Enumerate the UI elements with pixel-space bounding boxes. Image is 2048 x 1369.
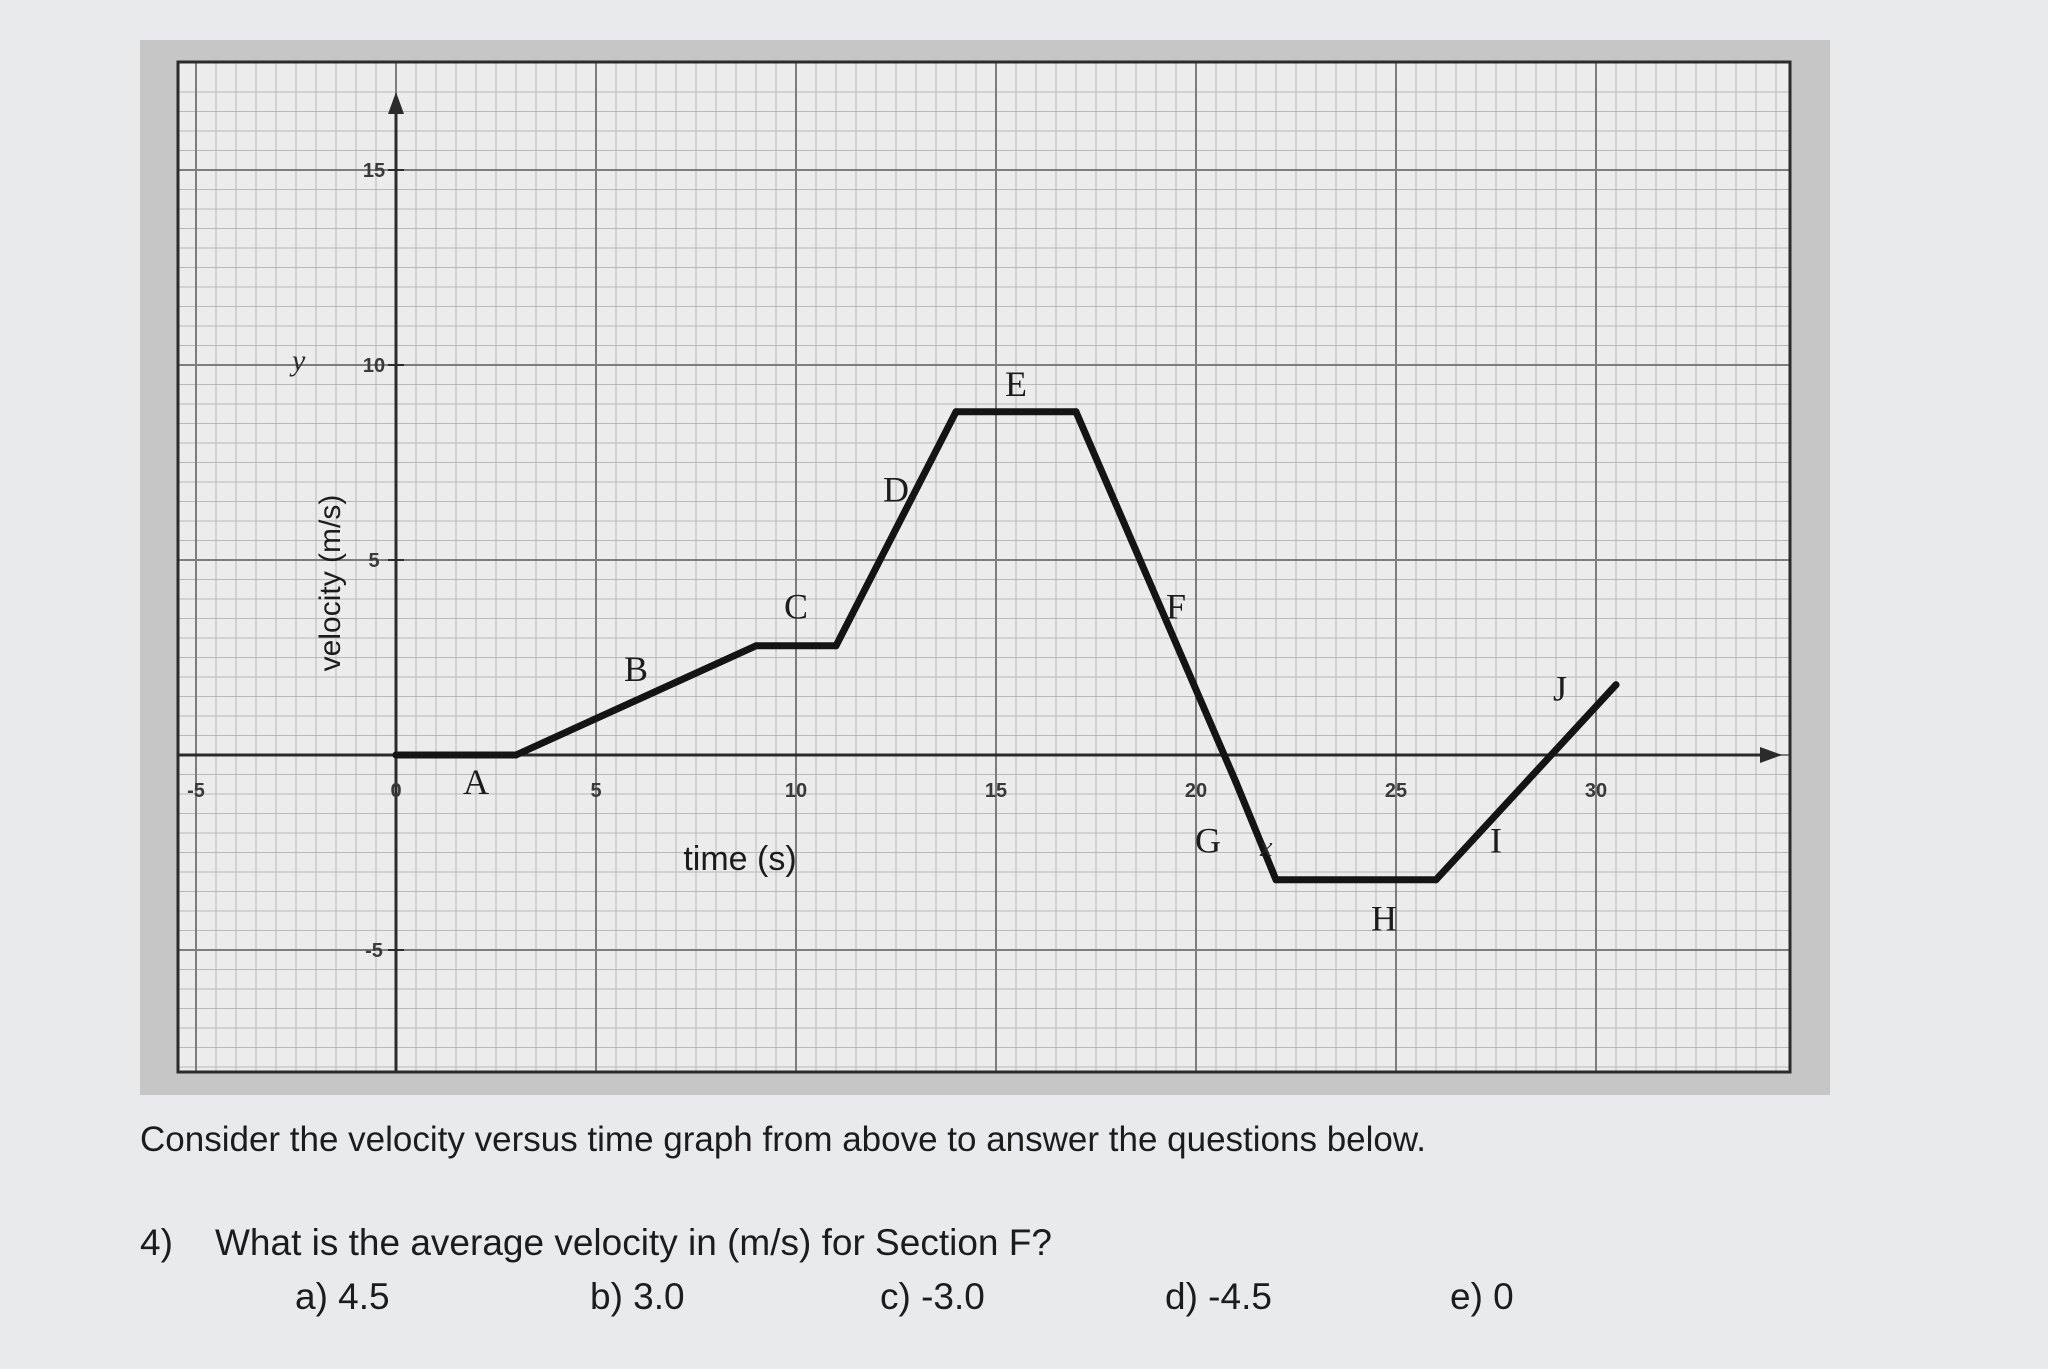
series-point <box>1612 681 1620 689</box>
choice-e[interactable]: e) 0 <box>1450 1276 1514 1317</box>
minor-grid <box>178 62 1790 1072</box>
x-tick-label: 25 <box>1385 780 1407 802</box>
section-label-c: C <box>784 587 808 627</box>
x-tick-label: 30 <box>1585 780 1607 802</box>
series-point <box>512 751 520 759</box>
series-point <box>952 408 960 416</box>
series-point <box>1272 876 1280 884</box>
x-tick-label: 0 <box>390 780 401 802</box>
series-line <box>392 408 1620 884</box>
question-text: What is the average velocity in (m/s) fo… <box>215 1222 1052 1263</box>
velocity-series <box>392 408 1620 884</box>
x-axis-name: x <box>1259 832 1273 863</box>
choice-d[interactable]: d) -4.5 <box>1165 1276 1272 1317</box>
question-4: 4) What is the average velocity in (m/s) … <box>140 1222 1052 1264</box>
tick-labels: -5 0 5 10 15 20 25 30 15 10 5 -5 <box>187 160 1607 962</box>
x-axis-label: time (s) <box>683 840 796 878</box>
section-label-b: B <box>624 649 648 689</box>
series-point <box>1232 778 1240 786</box>
choice-a[interactable]: a) 4.5 <box>295 1276 390 1317</box>
series-point <box>832 642 840 650</box>
section-labels: A B C D E F G H I J <box>463 364 1567 938</box>
series-point <box>752 642 760 650</box>
choice-b[interactable]: b) 3.0 <box>590 1276 685 1317</box>
section-label-a: A <box>463 762 489 802</box>
section-label-i: I <box>1490 821 1502 861</box>
section-label-g: G <box>1195 821 1221 861</box>
section-label-d: D <box>883 470 909 510</box>
question-number: 4) <box>140 1222 173 1263</box>
y-axis-label: velocity (m/s) <box>314 495 347 672</box>
series-point <box>392 751 400 759</box>
series-point <box>1072 408 1080 416</box>
x-tick-label: 20 <box>1185 780 1207 802</box>
graph-paper <box>178 62 1790 1072</box>
graph-panel: -5 0 5 10 15 20 25 30 15 10 5 -5 A B C D E F G H I J time (s… <box>140 40 1830 1095</box>
velocity-time-graph: -5 0 5 10 15 20 25 30 15 10 5 -5 A B C D E F G H I J time (s… <box>176 60 1792 1074</box>
section-label-e: E <box>1005 364 1027 404</box>
y-axis-arrow <box>388 92 404 114</box>
y-axis-name: y <box>289 344 306 377</box>
y-tick-label: 15 <box>363 160 385 182</box>
x-tick-label: 15 <box>985 780 1007 802</box>
section-label-h: H <box>1371 899 1397 939</box>
x-axis-arrow <box>1760 747 1782 763</box>
y-tick-label: -5 <box>365 940 383 962</box>
y-tick-label: 5 <box>368 550 379 572</box>
x-tick-label: -5 <box>187 780 205 802</box>
section-label-f: F <box>1166 587 1186 627</box>
graph-border <box>176 60 1792 1074</box>
x-tick-label: 10 <box>785 780 807 802</box>
x-tick-label: 5 <box>590 780 601 802</box>
instruction-caption: Consider the velocity versus time graph … <box>140 1120 1426 1159</box>
series-point <box>1432 876 1440 884</box>
choice-c[interactable]: c) -3.0 <box>880 1276 985 1317</box>
section-label-j: J <box>1553 668 1567 708</box>
y-tick-label: 10 <box>363 355 385 377</box>
